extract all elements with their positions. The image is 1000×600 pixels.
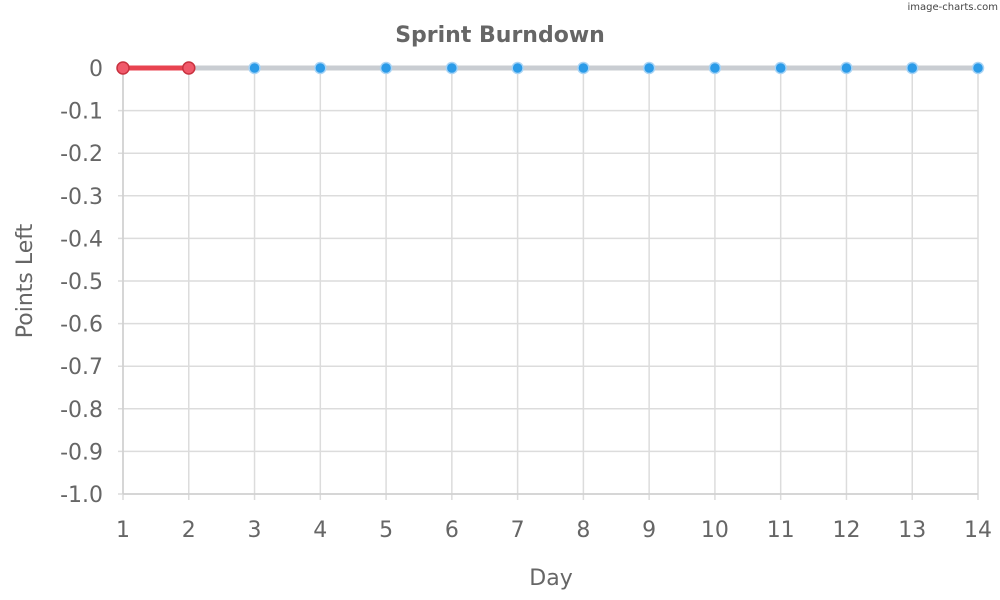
series-2-point xyxy=(116,61,130,75)
series-1-point xyxy=(379,61,393,75)
x-tick-label: 12 xyxy=(832,518,860,543)
series-2-point xyxy=(182,61,196,75)
x-tick-label: 9 xyxy=(642,518,656,543)
series-1-point xyxy=(708,61,722,75)
x-tick-label: 2 xyxy=(182,518,196,543)
x-tick-label: 14 xyxy=(964,518,992,543)
y-tick-label: -0.2 xyxy=(60,142,103,167)
series-1-point xyxy=(445,61,459,75)
y-tick-label: -0.5 xyxy=(60,270,103,295)
watermark-text: image-charts.com xyxy=(908,2,999,13)
x-tick-label: 4 xyxy=(313,518,327,543)
x-tick-label: 11 xyxy=(767,518,795,543)
y-axis-title: Points Left xyxy=(13,223,38,338)
x-axis-title: Day xyxy=(529,566,572,591)
series-1-point xyxy=(905,61,919,75)
y-tick-label: 0 xyxy=(89,57,103,82)
y-tick-label: -0.6 xyxy=(60,313,103,338)
x-tick-label: 3 xyxy=(248,518,262,543)
x-tick-label: 8 xyxy=(576,518,590,543)
grid-lines xyxy=(118,67,979,500)
x-tick-label: 10 xyxy=(701,518,729,543)
y-tick-label: -0.8 xyxy=(60,398,103,423)
x-tick-label: 5 xyxy=(379,518,393,543)
series-markers xyxy=(116,61,985,75)
series-1-point xyxy=(577,61,590,75)
y-tick-label: -0.7 xyxy=(60,355,103,380)
series-1-point xyxy=(314,61,327,75)
y-tick-label: -1.0 xyxy=(60,483,103,508)
series-1-point xyxy=(642,61,656,75)
axes xyxy=(122,68,978,495)
series-1-point xyxy=(511,61,524,75)
series-1-point xyxy=(971,61,985,75)
x-tick-label: 7 xyxy=(511,518,525,543)
chart-title: Sprint Burndown xyxy=(395,23,605,48)
y-tick-label: -0.4 xyxy=(60,227,103,252)
y-tick-label: -0.3 xyxy=(60,185,103,210)
y-tick-label: -0.9 xyxy=(60,440,103,465)
y-tick-labels: 0 -0.1 -0.2 -0.3 -0.4 -0.5 -0.6 -0.7 -0.8 -0.9 -1.… xyxy=(60,57,103,508)
x-tick-labels: 1 2 3 4 5 6 7 8 9 10 11 12 13 14 xyxy=(116,518,992,543)
x-tick-label: 6 xyxy=(445,518,459,543)
series-1-point xyxy=(840,61,853,75)
x-tick-label: 1 xyxy=(116,518,130,543)
series-1-point xyxy=(774,61,787,75)
series-1-point xyxy=(248,61,261,75)
y-tick-label: -0.1 xyxy=(60,100,103,125)
x-tick-label: 13 xyxy=(898,518,926,543)
